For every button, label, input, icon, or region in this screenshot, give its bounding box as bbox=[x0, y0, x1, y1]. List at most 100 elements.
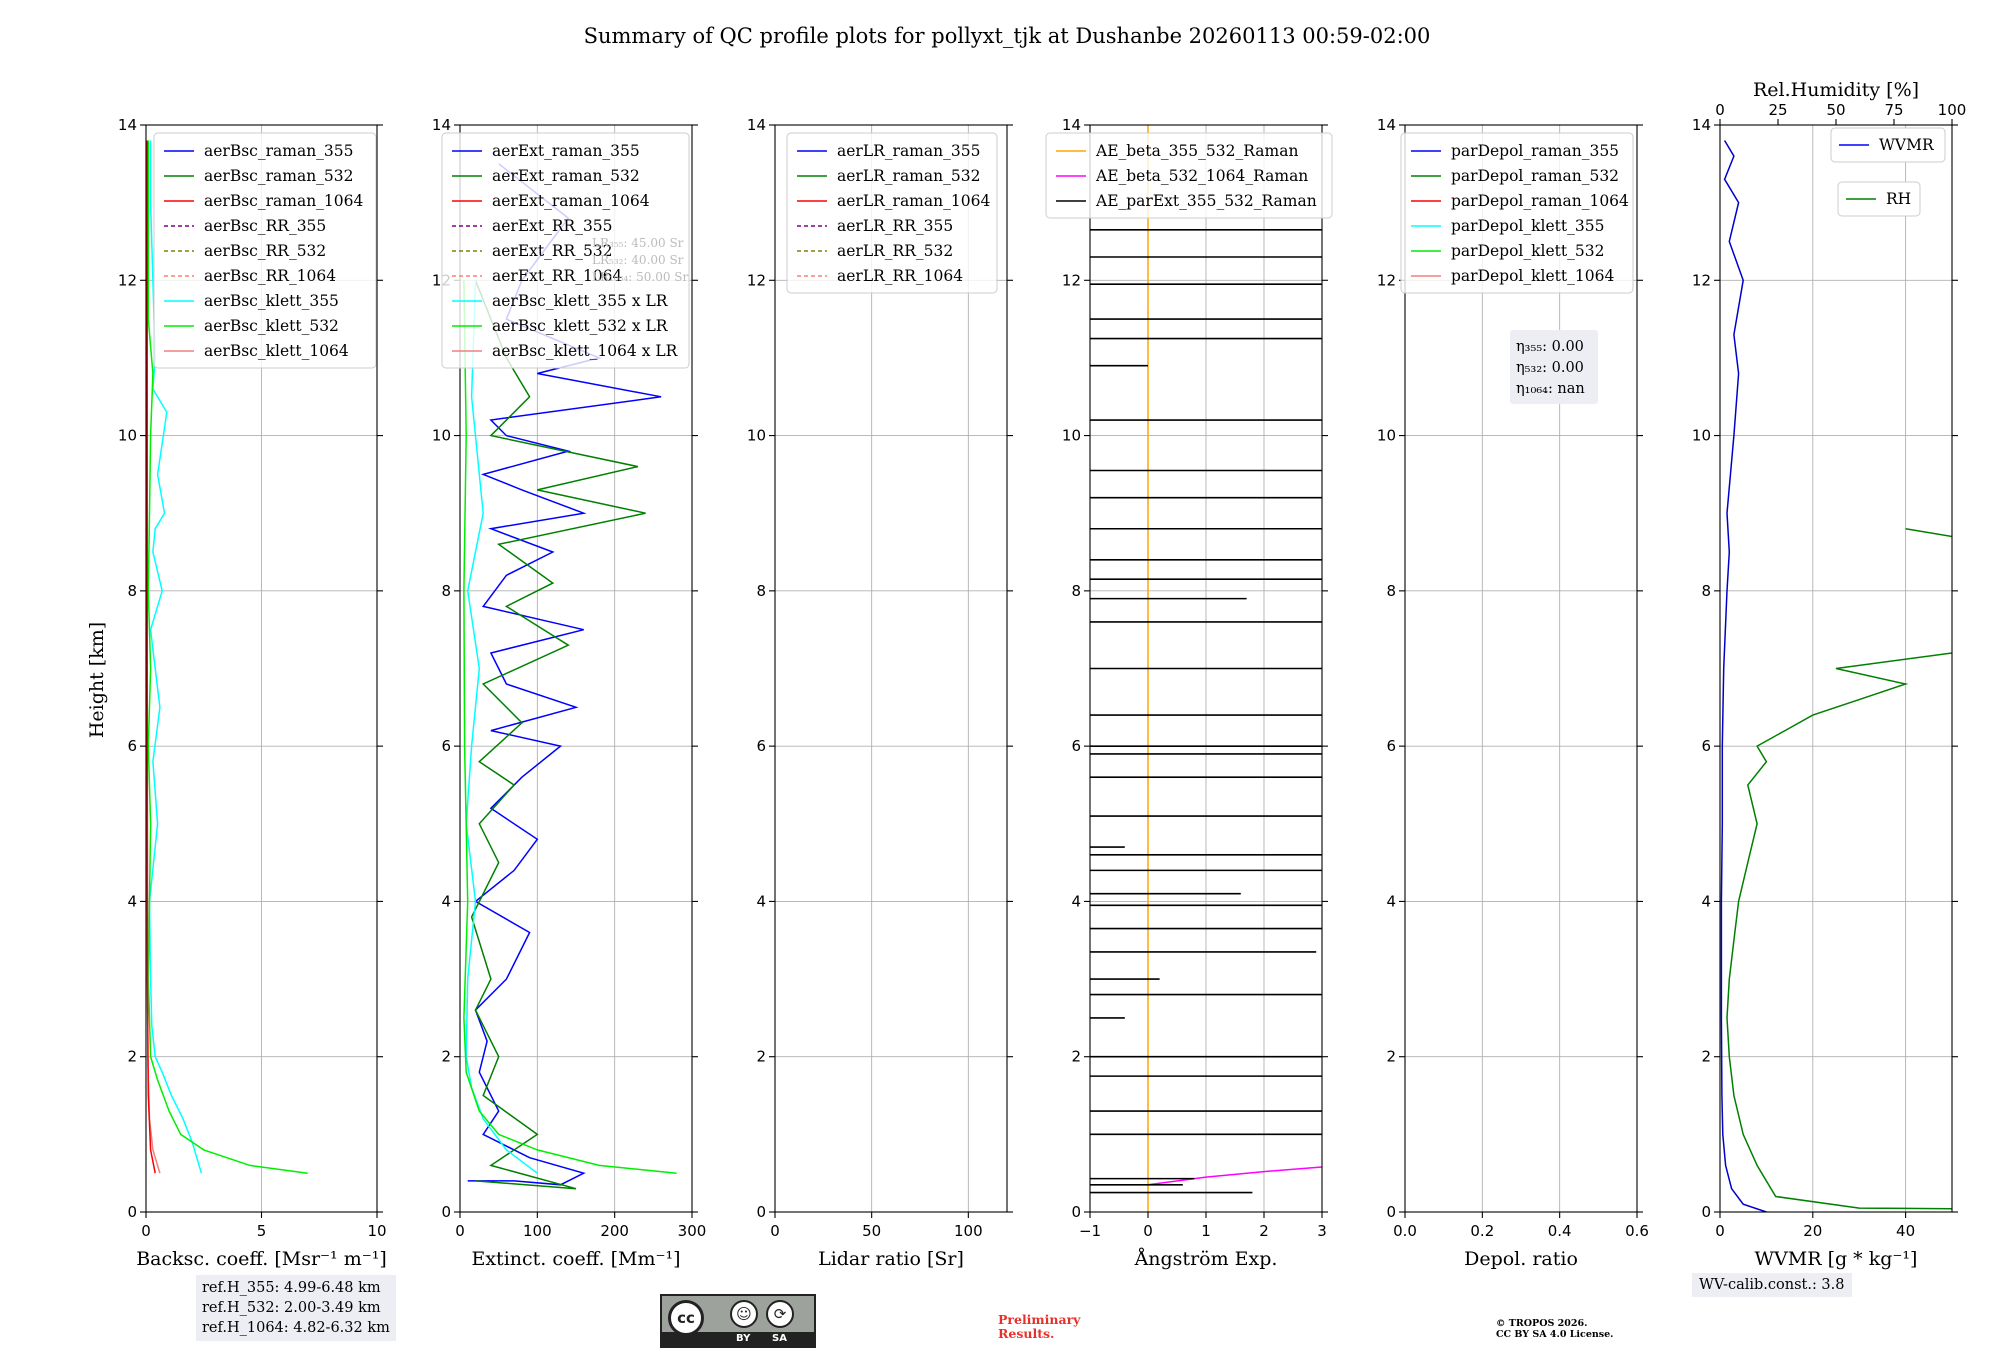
x-tick-label: 200 bbox=[600, 1222, 629, 1240]
x-tick-label: 100 bbox=[523, 1222, 552, 1240]
y-tick-label: 6 bbox=[127, 737, 137, 755]
legend-entry: aerBsc_klett_355 x LR bbox=[492, 292, 669, 310]
legend-entry: parDepol_klett_1064 bbox=[1451, 267, 1614, 285]
legend-entry: aerLR_RR_1064 bbox=[837, 267, 963, 285]
series-WVMR bbox=[1720, 140, 1767, 1212]
legend-entry: aerBsc_raman_355 bbox=[204, 142, 354, 160]
x-tick-label: 3 bbox=[1317, 1222, 1327, 1240]
axes-frame bbox=[459, 124, 693, 1213]
y-tick-label: 12 bbox=[1062, 271, 1081, 289]
y-tick-label: 4 bbox=[127, 892, 137, 910]
ref-height-532: ref.H_532: 2.00-3.49 km bbox=[202, 1300, 381, 1316]
x-tick-label: −1 bbox=[1079, 1222, 1101, 1240]
copyright-line-2: CC BY SA 4.0 License. bbox=[1496, 1329, 1614, 1340]
eta-box bbox=[1510, 330, 1598, 404]
lidar-ratio-label: LR₁₀₆₄: 50.00 Sr bbox=[592, 270, 688, 284]
y-tick-label: 10 bbox=[1062, 427, 1081, 445]
y-tick-label: 2 bbox=[756, 1048, 766, 1066]
lidar-ratio-label: LR₃₅₅: 45.00 Sr bbox=[592, 236, 684, 250]
series-aerBsc_klett_355 x LR bbox=[465, 280, 538, 1174]
legend-entry: aerLR_RR_532 bbox=[837, 242, 953, 260]
y-tick-label: 4 bbox=[441, 892, 451, 910]
x-axis-label: Backsc. coeff. [Msr⁻¹ m⁻¹] bbox=[136, 1248, 387, 1270]
x-tick-label: 1 bbox=[1201, 1222, 1211, 1240]
cc-license-badge: cc ☺ ⟳ BY SA bbox=[660, 1294, 816, 1348]
y-tick-label: 14 bbox=[432, 116, 451, 134]
y-tick-label: 14 bbox=[1062, 116, 1081, 134]
preliminary-line-1: Preliminary bbox=[998, 1312, 1081, 1327]
legend-entry: aerBsc_klett_355 bbox=[204, 292, 339, 310]
x-tick-label: 300 bbox=[678, 1222, 707, 1240]
legend-frame bbox=[786, 132, 998, 294]
legend-entry: aerBsc_klett_532 x LR bbox=[492, 317, 669, 335]
x-axis-label: Lidar ratio [Sr] bbox=[818, 1248, 964, 1270]
cc-sa-label: SA bbox=[772, 1333, 787, 1344]
legend-entry: aerLR_raman_532 bbox=[837, 167, 980, 185]
preliminary-line-2: Results. bbox=[998, 1326, 1055, 1341]
y-tick-label: 14 bbox=[1377, 116, 1396, 134]
y-tick-label: 6 bbox=[1701, 737, 1711, 755]
legend-entry: aerExt_RR_532 bbox=[492, 242, 613, 260]
y-tick-label: 12 bbox=[118, 271, 137, 289]
y-tick-label: 0 bbox=[441, 1203, 451, 1221]
legend: aerLR_raman_355 aerLR_raman_532 aerLR_rama… bbox=[786, 132, 998, 294]
legend-entry: aerExt_raman_532 bbox=[492, 167, 640, 185]
legend-entry: aerLR_RR_355 bbox=[837, 217, 953, 235]
series-AE_beta_532_1064_Raman bbox=[1147, 1166, 1322, 1186]
legend-entry: AE_beta_532_1064_Raman bbox=[1095, 167, 1308, 185]
x-tick-label: 20 bbox=[1803, 1222, 1822, 1240]
legend-frame bbox=[1837, 181, 1921, 217]
y-tick-label: 2 bbox=[1386, 1048, 1396, 1066]
y-tick-label: 8 bbox=[441, 582, 451, 600]
top-x-axis-label: Rel.Humidity [%] bbox=[1753, 79, 1919, 101]
legend-entry: aerBsc_RR_1064 bbox=[204, 267, 336, 285]
legend-frame bbox=[153, 132, 377, 369]
legend-entry: parDepol_raman_532 bbox=[1451, 167, 1619, 185]
legend: AE_beta_355_532_Raman AE_beta_532_1064_Ra… bbox=[1045, 132, 1333, 219]
legend-entry: aerBsc_klett_1064 bbox=[204, 342, 349, 360]
y-tick-label: 10 bbox=[1377, 427, 1396, 445]
top-x-tick-label: 75 bbox=[1884, 101, 1903, 119]
y-tick-label: 4 bbox=[756, 892, 766, 910]
series-aerBsc_klett_532 x LR bbox=[463, 280, 677, 1174]
y-tick-label: 2 bbox=[1071, 1048, 1081, 1066]
legend-frame bbox=[1830, 127, 1946, 163]
panel-depol: 0 2 4 6 8 10 12 14 0.0 0.2 0.4 0.6 Depol. ratio parDe… bbox=[1377, 116, 1649, 1270]
x-tick-label: 0.6 bbox=[1625, 1222, 1649, 1240]
plot-area bbox=[1090, 125, 1322, 1212]
legend-entry: parDepol_raman_1064 bbox=[1451, 192, 1629, 210]
legend-entry: aerBsc_klett_532 bbox=[204, 317, 339, 335]
figure-title: Summary of QC profile plots for pollyxt_… bbox=[584, 24, 1431, 48]
series-aerBsc_klett_355 bbox=[148, 140, 203, 1174]
legend-entry: aerBsc_RR_355 bbox=[204, 217, 326, 235]
legend-entry: aerBsc_RR_532 bbox=[204, 242, 326, 260]
y-tick-label: 12 bbox=[1377, 271, 1396, 289]
y-tick-label: 2 bbox=[127, 1048, 137, 1066]
y-tick-label: 2 bbox=[1701, 1048, 1711, 1066]
legend-entry: aerExt_RR_1064 bbox=[492, 267, 623, 285]
axes-frame bbox=[774, 124, 1008, 1213]
plot-area bbox=[146, 140, 308, 1174]
y-tick-label: 0 bbox=[1071, 1203, 1081, 1221]
wv-calibration-text: WV-calib.const.: 3.8 bbox=[1699, 1277, 1845, 1293]
x-axis-label: Extinct. coeff. [Mm⁻¹] bbox=[471, 1248, 680, 1270]
x-tick-label: 0.2 bbox=[1470, 1222, 1494, 1240]
x-tick-label: 0 bbox=[1715, 1222, 1725, 1240]
y-tick-label: 14 bbox=[118, 116, 137, 134]
y-tick-label: 4 bbox=[1386, 892, 1396, 910]
y-tick-label: 2 bbox=[441, 1048, 451, 1066]
y-tick-label: 10 bbox=[747, 427, 766, 445]
x-axis-label: Depol. ratio bbox=[1464, 1248, 1578, 1270]
cc-logo-icon: cc bbox=[668, 1300, 704, 1336]
legend-entry: RH bbox=[1886, 190, 1911, 208]
top-x-tick-label: 100 bbox=[1938, 101, 1967, 119]
eta-value: η₅₃₂: 0.00 bbox=[1516, 360, 1584, 376]
legend-entry: aerExt_RR_355 bbox=[492, 217, 613, 235]
top-x-tick-label: 0 bbox=[1715, 101, 1725, 119]
legend-frame bbox=[441, 132, 690, 369]
ref-height-355: ref.H_355: 4.99-6.48 km bbox=[202, 1280, 381, 1296]
x-tick-label: 10 bbox=[367, 1222, 386, 1240]
legend: parDepol_raman_355 parDepol_raman_532 parD… bbox=[1400, 132, 1634, 294]
